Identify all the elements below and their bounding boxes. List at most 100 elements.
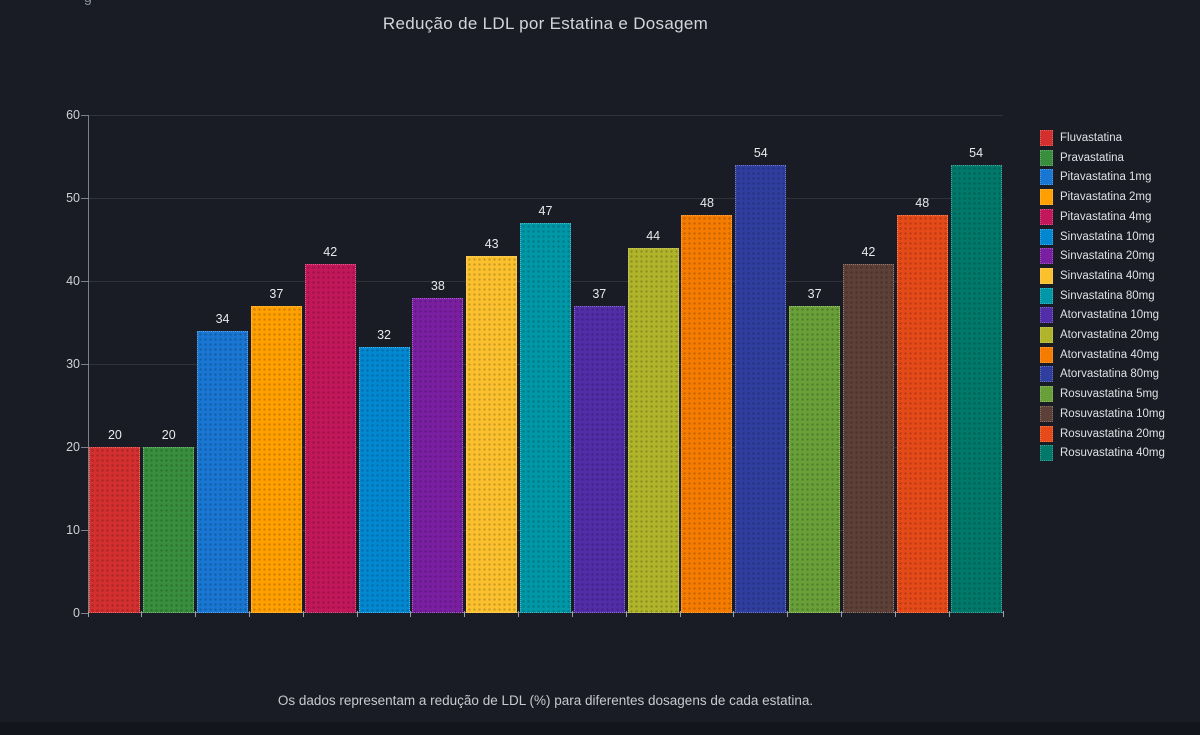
legend-swatch — [1040, 169, 1053, 186]
bar-pitavastatina-1mg[interactable] — [197, 330, 249, 613]
x-axis-tick — [1002, 611, 1004, 617]
legend-label: Atorvastatina 10mg — [1060, 309, 1160, 322]
bar-rosuvastatina-20mg[interactable] — [896, 214, 948, 613]
bar-atorvastatina-80mg[interactable] — [735, 164, 787, 613]
x-axis-tick — [141, 611, 143, 617]
legend-swatch — [1040, 189, 1053, 206]
chart-title: Redução de LDL por Estatina e Dosagem — [382, 14, 709, 33]
legend-swatch — [1040, 366, 1053, 383]
x-axis-tick — [195, 611, 197, 617]
bar-value-label: 37 — [269, 286, 284, 301]
bar-value-label: 20 — [161, 428, 176, 442]
x-axis-tick — [518, 611, 520, 617]
legend-swatch — [1040, 267, 1053, 284]
y-axis-tick — [81, 363, 88, 365]
bar-value-label: 34 — [215, 311, 230, 326]
y-axis-tick — [81, 197, 88, 199]
x-axis-tick — [894, 611, 896, 617]
gridline — [88, 114, 1003, 116]
bar-value-label: 20 — [107, 428, 122, 442]
legend-label: Atorvastatina 80mg — [1060, 368, 1160, 381]
y-axis-tick-label: 50 — [66, 191, 80, 205]
y-axis-tick-label: 10 — [66, 523, 80, 537]
y-axis-tick — [81, 529, 88, 531]
legend-swatch — [1040, 149, 1053, 166]
bar-value-label: 54 — [753, 145, 768, 160]
bar-value-label: 48 — [915, 195, 930, 210]
legend-swatch — [1040, 228, 1053, 245]
clipped-text-fragment: g — [84, 0, 92, 4]
bar-value-label: 42 — [861, 245, 876, 260]
bar-pitavastatina-4mg[interactable] — [304, 264, 356, 613]
legend-swatch — [1040, 208, 1053, 225]
bar-value-label: 37 — [807, 286, 822, 301]
y-axis-tick-label: 0 — [73, 606, 80, 620]
y-axis-line — [88, 115, 89, 613]
x-axis-tick — [356, 611, 358, 617]
x-axis-tick — [679, 611, 681, 617]
y-axis-tick-label: 60 — [66, 108, 80, 122]
legend-label: Rosuvastatina 20mg — [1060, 427, 1165, 440]
bar-atorvastatina-20mg[interactable] — [627, 247, 679, 613]
bar-atorvastatina-10mg[interactable] — [573, 305, 625, 613]
bar-rosuvastatina-40mg[interactable] — [950, 164, 1002, 613]
bar-sinvastatina-20mg[interactable] — [412, 297, 464, 613]
bar-value-label: 48 — [700, 195, 714, 210]
bar-fluvastatina[interactable] — [89, 447, 141, 613]
y-axis-tick-label: 20 — [66, 440, 80, 454]
legend-label: Sinvastatina 80mg — [1060, 289, 1155, 302]
bar-sinvastatina-40mg[interactable] — [466, 256, 518, 613]
legend-swatch — [1040, 425, 1053, 442]
bar-value-label: 32 — [377, 328, 391, 343]
legend-swatch — [1040, 130, 1053, 146]
bar-sinvastatina-10mg[interactable] — [358, 347, 410, 613]
legend-swatch — [1040, 248, 1053, 265]
legend-label: Pitavastatina 2mg — [1060, 191, 1152, 204]
legend-label: Sinvastatina 40mg — [1060, 269, 1155, 282]
x-axis-tick — [464, 611, 466, 617]
legend-swatch — [1040, 327, 1053, 343]
bar-sinvastatina-80mg[interactable] — [520, 222, 571, 613]
x-axis-tick — [625, 611, 627, 617]
bar-rosuvastatina-10mg[interactable] — [842, 264, 894, 613]
gridline — [88, 197, 1003, 199]
bar-value-label: 37 — [592, 286, 607, 301]
x-axis-tick — [410, 611, 412, 617]
legend-label: Atorvastatina 20mg — [1060, 329, 1160, 341]
legend-label: Pravastatina — [1060, 151, 1124, 164]
legend-swatch — [1040, 386, 1053, 403]
legend-label: Fluvastatina — [1060, 132, 1123, 144]
x-axis-tick — [787, 611, 789, 617]
bar-value-label: 38 — [430, 278, 445, 293]
bar-pitavastatina-2mg[interactable] — [250, 305, 302, 613]
y-axis-tick — [81, 114, 88, 116]
bar-pravastatina[interactable] — [143, 447, 195, 613]
x-axis-tick — [302, 611, 304, 617]
bar-atorvastatina-40mg[interactable] — [681, 214, 733, 613]
legend-swatch — [1040, 445, 1053, 462]
legend-label: Rosuvastatina 10mg — [1060, 407, 1165, 420]
plot-area: 20 20 34 37 42 32 38 43 47 37 44 48 54 37 42 48 54 — [87, 114, 1004, 617]
x-axis-tick — [87, 611, 89, 617]
bottom-bar — [0, 722, 1200, 735]
bar-value-label: 44 — [646, 228, 661, 243]
y-axis-tick — [81, 612, 88, 614]
bar-rosuvastatina-5mg[interactable] — [789, 305, 841, 613]
bar-value-label: 43 — [484, 237, 499, 252]
bar-value-label: 47 — [538, 203, 553, 218]
x-axis-tick — [248, 611, 250, 617]
bar-value-label: 54 — [969, 145, 984, 160]
legend-label: Sinvastatina 10mg — [1060, 230, 1155, 243]
x-axis-tick — [841, 611, 843, 617]
legend-swatch — [1040, 346, 1053, 363]
legend-label: Atorvastatina 40mg — [1060, 348, 1160, 361]
legend-swatch — [1040, 405, 1053, 422]
legend-label: Pitavastatina 1mg — [1060, 171, 1152, 184]
x-axis-tick — [948, 611, 950, 617]
y-axis-tick — [81, 280, 88, 282]
y-axis-tick — [81, 446, 88, 448]
y-axis-tick-label: 40 — [66, 274, 80, 288]
chart-footnote: Os dados representam a redução de LDL (%… — [277, 693, 814, 708]
legend-label: Pitavastatina 4mg — [1060, 210, 1152, 223]
